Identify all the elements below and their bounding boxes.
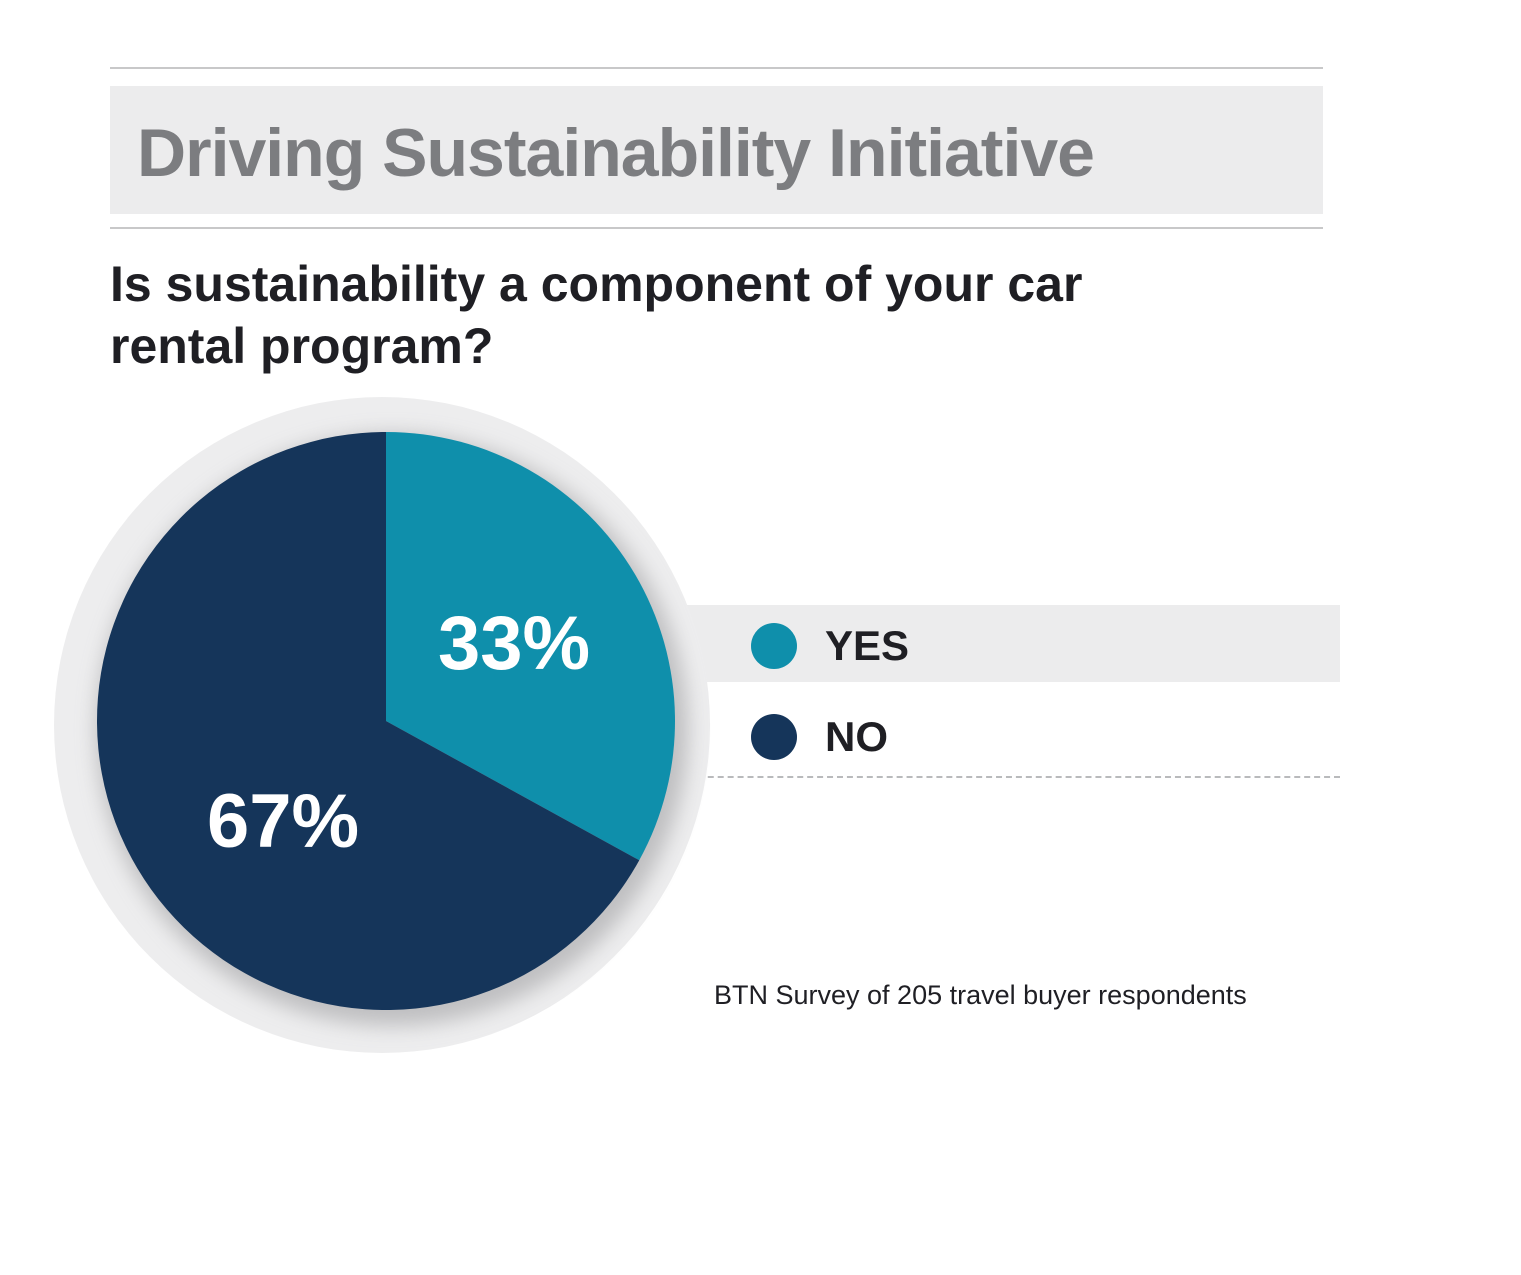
top-divider	[110, 67, 1323, 69]
slice-value-label-yes: 33%	[438, 601, 590, 686]
legend-label-yes: YES	[825, 622, 910, 669]
legend-item-yes: YES	[751, 621, 909, 671]
page-title: Driving Sustainability Initiative	[137, 115, 1095, 191]
legend-item-no: NO	[751, 712, 888, 762]
pie-slice-no	[97, 432, 640, 1010]
slice-value-label-no: 67%	[207, 779, 359, 864]
source-note: BTN Survey of 205 travel buyer responden…	[714, 980, 1247, 1010]
legend-swatch-yes	[751, 623, 797, 669]
chart-question: Is sustainability a component of your ca…	[110, 256, 1083, 374]
legend-label-no: NO	[825, 713, 888, 760]
title-band: Driving Sustainability Initiative	[110, 86, 1323, 214]
pie-slice-yes	[386, 432, 676, 861]
legend-dashed-divider	[668, 776, 1340, 778]
title-divider	[110, 227, 1323, 229]
legend-swatch-no	[751, 714, 797, 760]
